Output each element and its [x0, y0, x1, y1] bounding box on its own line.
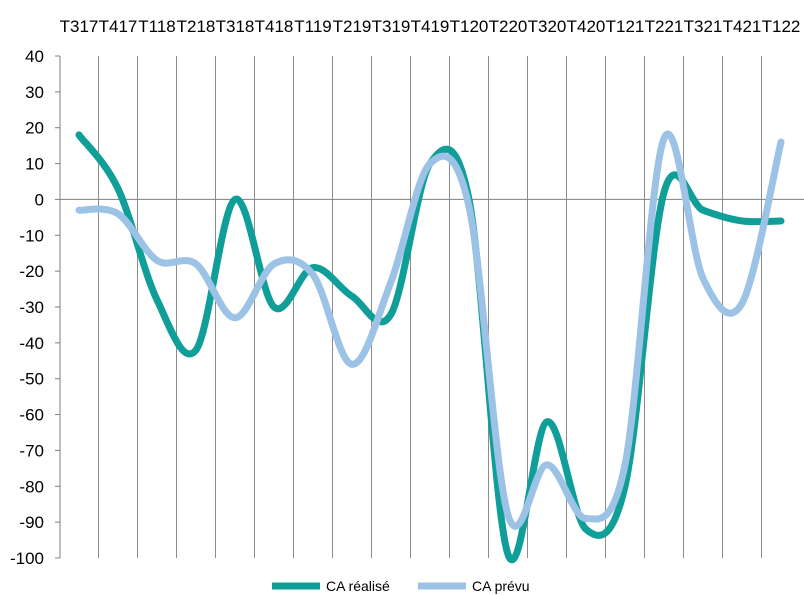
data-point: [271, 304, 277, 310]
data-point: [193, 347, 199, 353]
data-point: [739, 300, 745, 306]
data-point: [700, 207, 706, 213]
x-tick-label: T319: [372, 17, 411, 36]
y-tick-label: -60: [19, 406, 44, 425]
x-tick-label: T419: [411, 17, 450, 36]
data-point: [583, 526, 589, 532]
legend-label: CA réalisé: [326, 578, 390, 594]
x-tick-label: T418: [255, 17, 294, 36]
data-point: [271, 261, 277, 267]
data-point: [427, 161, 433, 167]
data-point: [778, 139, 784, 145]
data-point: [505, 551, 511, 557]
chart-gridlines: [98, 56, 762, 558]
data-point: [76, 132, 82, 138]
data-point: [388, 279, 394, 285]
y-tick-label: -50: [19, 370, 44, 389]
data-point: [505, 512, 511, 518]
data-point: [154, 297, 160, 303]
data-point: [76, 207, 82, 213]
y-axis-ticks: 40 30 20 10 0 -10 -20 -30 -40 -50 -60 -70 -80 -90 -100: [10, 47, 60, 568]
data-point: [232, 315, 238, 321]
y-tick-label: 10: [25, 155, 44, 174]
y-tick-label: -20: [19, 262, 44, 281]
y-tick-label: 30: [25, 83, 44, 102]
data-point: [349, 361, 355, 367]
data-point: [193, 261, 199, 267]
x-tick-label: T120: [450, 17, 489, 36]
data-point: [232, 196, 238, 202]
data-point: [739, 218, 745, 224]
x-tick-label: T417: [99, 17, 138, 36]
x-tick-label: T317: [60, 17, 99, 36]
x-tick-label: T318: [216, 17, 255, 36]
data-point: [349, 293, 355, 299]
data-point: [310, 272, 316, 278]
legend: CA réalisé CA prévu: [272, 578, 530, 594]
data-point: [466, 204, 472, 210]
data-point: [115, 186, 121, 192]
data-point: [154, 257, 160, 263]
data-point: [388, 311, 394, 317]
series-line-ca-realise: [75, 131, 785, 563]
data-point: [661, 135, 667, 141]
x-tick-label: T321: [684, 17, 723, 36]
x-tick-label: T121: [606, 17, 645, 36]
x-tick-label: T219: [333, 17, 372, 36]
y-tick-label: -90: [19, 513, 44, 532]
y-tick-label: 40: [25, 47, 44, 66]
data-point: [583, 516, 589, 522]
x-tick-label: T118: [138, 17, 176, 36]
series-layer: [75, 130, 785, 563]
y-tick-label: -70: [19, 441, 44, 460]
data-point: [700, 275, 706, 281]
y-tick-label: -10: [19, 226, 44, 245]
data-point: [544, 419, 550, 425]
x-tick-label: T119: [294, 17, 332, 36]
y-tick-label: -40: [19, 334, 44, 353]
x-tick-label: T421: [723, 17, 762, 36]
x-tick-label: T122: [762, 17, 801, 36]
y-tick-label: -30: [19, 298, 44, 317]
x-tick-label: T320: [528, 17, 567, 36]
y-tick-label: -80: [19, 477, 44, 496]
x-tick-label: T420: [567, 17, 606, 36]
y-tick-label: -100: [10, 549, 44, 568]
x-tick-label: T220: [489, 17, 528, 36]
data-point: [115, 211, 121, 217]
series-line-ca-prevu: [75, 130, 785, 530]
y-tick-label: 0: [35, 190, 44, 209]
x-tick-label: T221: [645, 17, 684, 36]
x-tick-label: T218: [177, 17, 216, 36]
x-axis-ticks: T317 T417 T118 T218 T318 T418 T119 T219 T319 T419…: [60, 17, 801, 36]
y-tick-label: 20: [25, 119, 44, 138]
data-point: [661, 189, 667, 195]
legend-label: CA prévu: [472, 578, 530, 594]
data-point: [778, 218, 784, 224]
data-point: [544, 462, 550, 468]
data-point: [622, 462, 628, 468]
